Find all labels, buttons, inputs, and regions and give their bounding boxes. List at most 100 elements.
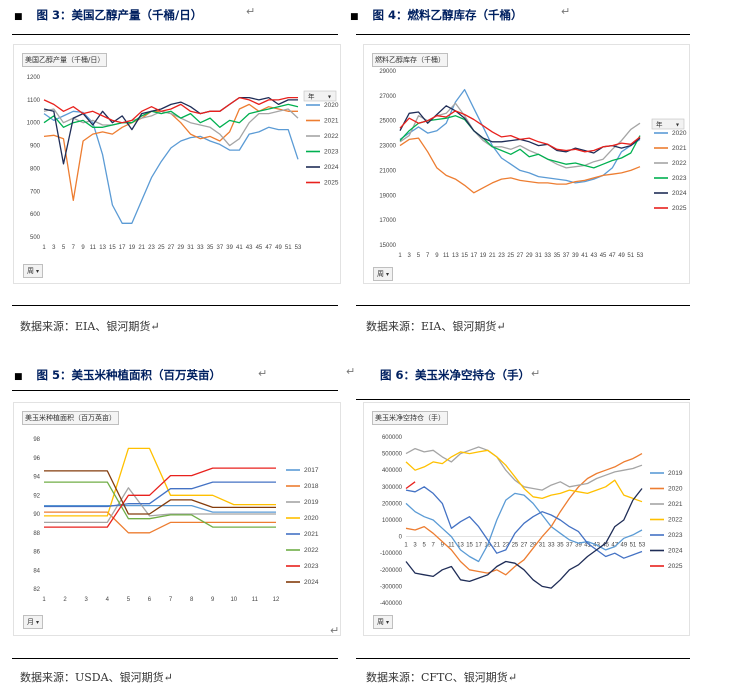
legend-label-2023: 2023 [324,149,339,156]
x-tick-label: 53 [295,245,302,251]
x-tick-label: 11 [443,253,450,259]
source-note: 数据来源：CFTC、银河期货↵ [366,669,517,685]
series-line-2021 [405,446,643,491]
x-tick-label: 3 [52,245,56,251]
month-filter-button[interactable]: 月 ▾ [23,615,44,629]
series-line-2025 [43,96,298,124]
legend-label-2025: 2025 [672,205,687,212]
week-filter-button[interactable]: 周 ▾ [373,267,394,281]
x-tick-label: 5 [417,253,421,259]
legend-label-2020: 2020 [672,130,687,137]
week-filter-button[interactable]: 周 ▾ [23,264,44,278]
series-line-2020 [405,453,643,576]
series-line-2021 [43,103,298,202]
x-tick-label: 31 [535,253,542,259]
legend-label-2025: 2025 [668,563,683,570]
legend-label-2024: 2024 [668,548,683,555]
x-tick-label: 25 [512,543,519,549]
y-tick-label: 23000 [379,144,396,150]
return-mark-icon: ↵ [258,367,268,380]
y-tick-label: 200000 [382,501,403,507]
filter-icon: ▾ [328,94,331,101]
x-tick-label: 51 [285,245,292,251]
x-tick-label: 11 [90,245,97,251]
x-tick-label: 17 [471,253,478,259]
y-tick-label: 1100 [27,98,41,104]
legend-label-2022: 2022 [304,547,319,554]
x-tick-label: 45 [602,543,609,549]
x-tick-label: 15 [109,245,116,251]
series-line-2017 [44,504,276,513]
x-tick-label: 15 [461,253,468,259]
series-line-2024 [405,488,643,589]
caption-text: 图 3：美国乙醇产量（千桶/日） [36,8,203,22]
x-tick-label: 43 [246,245,253,251]
legend-header: 年 ▾ [303,90,337,102]
x-tick-label: 1 [42,245,46,251]
x-tick-label: 2 [63,597,67,603]
divider [356,399,690,400]
x-tick-label: 21 [138,245,145,251]
source-text: 数据来源：EIA、银河期货 [366,320,497,333]
x-tick-label: 7 [72,245,76,251]
y-tick-label: 19000 [379,193,396,199]
series-line-2022 [399,102,641,169]
legend-label-2021: 2021 [304,531,319,538]
return-mark-icon: ↵ [330,624,340,637]
chart-panel-corn-acreage: 82 84 86 88 90 92 94 96 98 1 2 3 4 5 6 7 8 9 10 11 12 2017 201… [13,402,341,636]
divider [12,34,338,35]
y-tick-label: 800 [30,166,41,172]
y-tick-label: 27000 [379,94,396,100]
x-tick-label: 45 [256,245,263,251]
x-tick-label: 53 [637,253,644,259]
legend-label-2024: 2024 [672,190,687,197]
legend-title: 年 [308,92,315,101]
legend-label-2021: 2021 [668,501,683,508]
legend-label-2020: 2020 [668,486,683,493]
series-line-2020 [43,110,299,224]
x-tick-label: 37 [563,253,570,259]
y-tick-label: 500 [30,235,41,241]
x-tick-label: 41 [581,253,588,259]
legend-label-2024: 2024 [324,164,339,171]
x-tick-label: 33 [548,543,555,549]
return-mark-icon: ↵ [163,671,173,684]
x-tick-label: 35 [554,253,561,259]
x-tick-label: 39 [575,543,582,549]
x-tick-label: 9 [81,245,85,251]
y-tick-label: 21000 [379,168,396,174]
y-tick-label: 94 [33,475,40,481]
y-tick-label: 96 [33,456,40,462]
source-text: 数据来源：USDA、银河期货 [20,671,164,684]
return-mark-icon: ↵ [346,365,356,378]
caption-text: 图 6：美玉米净空持仓（手） [380,368,531,382]
return-mark-icon: ↵ [531,367,541,380]
x-tick-label: 23 [503,543,510,549]
y-tick-label: 98 [33,437,40,443]
return-mark-icon: ↵ [246,5,256,18]
x-tick-label: 31 [187,245,194,251]
return-mark-icon: ↵ [150,320,160,333]
series-line-2023 [43,103,299,128]
figure-caption-6: 图 6：美玉米净空持仓（手） [380,367,530,383]
y-tick-label: 1200 [27,75,41,81]
filter-icon: ▾ [676,122,679,129]
week-filter-button[interactable]: 周 ▾ [373,615,394,629]
series-line-2022 [44,481,276,528]
divider [12,390,338,391]
dropdown-arrow-icon: ▾ [36,619,40,626]
y-tick-label: -300000 [380,584,403,590]
chart-title: 燃料乙醇库存（千桶） [372,53,448,67]
x-tick-label: 33 [544,253,551,259]
legend-label-2023: 2023 [304,563,319,570]
series-line-2024 [43,96,298,165]
source-text: 数据来源：CFTC、银河期货 [366,671,508,684]
filter-label: 周 [377,618,384,626]
x-tick-label: 7 [432,543,436,549]
legend-label-2022: 2022 [324,133,339,140]
filter-label: 周 [27,267,34,275]
legend-label-2018: 2018 [304,483,319,490]
x-tick-label: 49 [618,253,625,259]
y-tick-label: -200000 [380,568,403,574]
x-tick-label: 49 [621,543,628,549]
